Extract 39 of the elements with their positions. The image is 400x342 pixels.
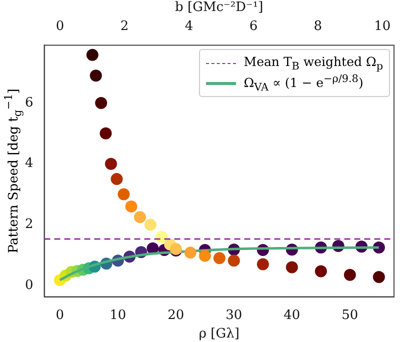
point — [144, 218, 156, 231]
y-tick-label: 6 — [24, 95, 34, 110]
point — [118, 188, 130, 200]
y-tick-label: 2 — [24, 217, 34, 232]
x-tick-label: 40 — [284, 308, 300, 323]
point — [198, 250, 211, 262]
point — [95, 97, 108, 110]
x-tick-label: 20 — [168, 308, 184, 323]
y-tick-label: 4 — [24, 156, 34, 172]
x2-tick-label: 4 — [184, 18, 194, 34]
x-tick-label: 50 — [342, 308, 358, 323]
point — [314, 265, 327, 278]
x-tick-label: 10 — [110, 308, 126, 323]
point — [286, 261, 298, 274]
point — [228, 254, 240, 267]
legend-label: Mean T$_{B}$ weighted Ω$_{p}$ — [244, 54, 383, 72]
point — [344, 268, 356, 281]
x2-tick-label: 0 — [56, 18, 64, 34]
point — [100, 127, 112, 140]
point — [213, 252, 226, 264]
x2-tick-label: 2 — [120, 18, 129, 34]
x2-tick-label: 6 — [249, 18, 258, 34]
point — [372, 271, 385, 284]
point — [86, 48, 98, 61]
x2-tick-label: 10 — [374, 18, 391, 34]
x-tick-label: 0 — [56, 308, 64, 323]
point — [134, 211, 146, 224]
point — [104, 158, 117, 170]
y-tick-label: 0 — [24, 278, 34, 293]
point — [184, 246, 196, 259]
legend-label: Ω$_{VA}$ ∝ (1 − e$^{−ρ/9.8}$) — [244, 72, 364, 94]
point — [110, 173, 123, 186]
x-tick-label: 30 — [226, 308, 242, 323]
point — [256, 258, 269, 270]
point — [125, 200, 138, 212]
x2-axis-title: b [GMc⁻²D⁻¹] — [175, 0, 264, 16]
x-axis-title: ρ [Gλ] — [198, 326, 240, 342]
x2-tick-label: 8 — [314, 18, 322, 34]
point — [90, 70, 102, 82]
